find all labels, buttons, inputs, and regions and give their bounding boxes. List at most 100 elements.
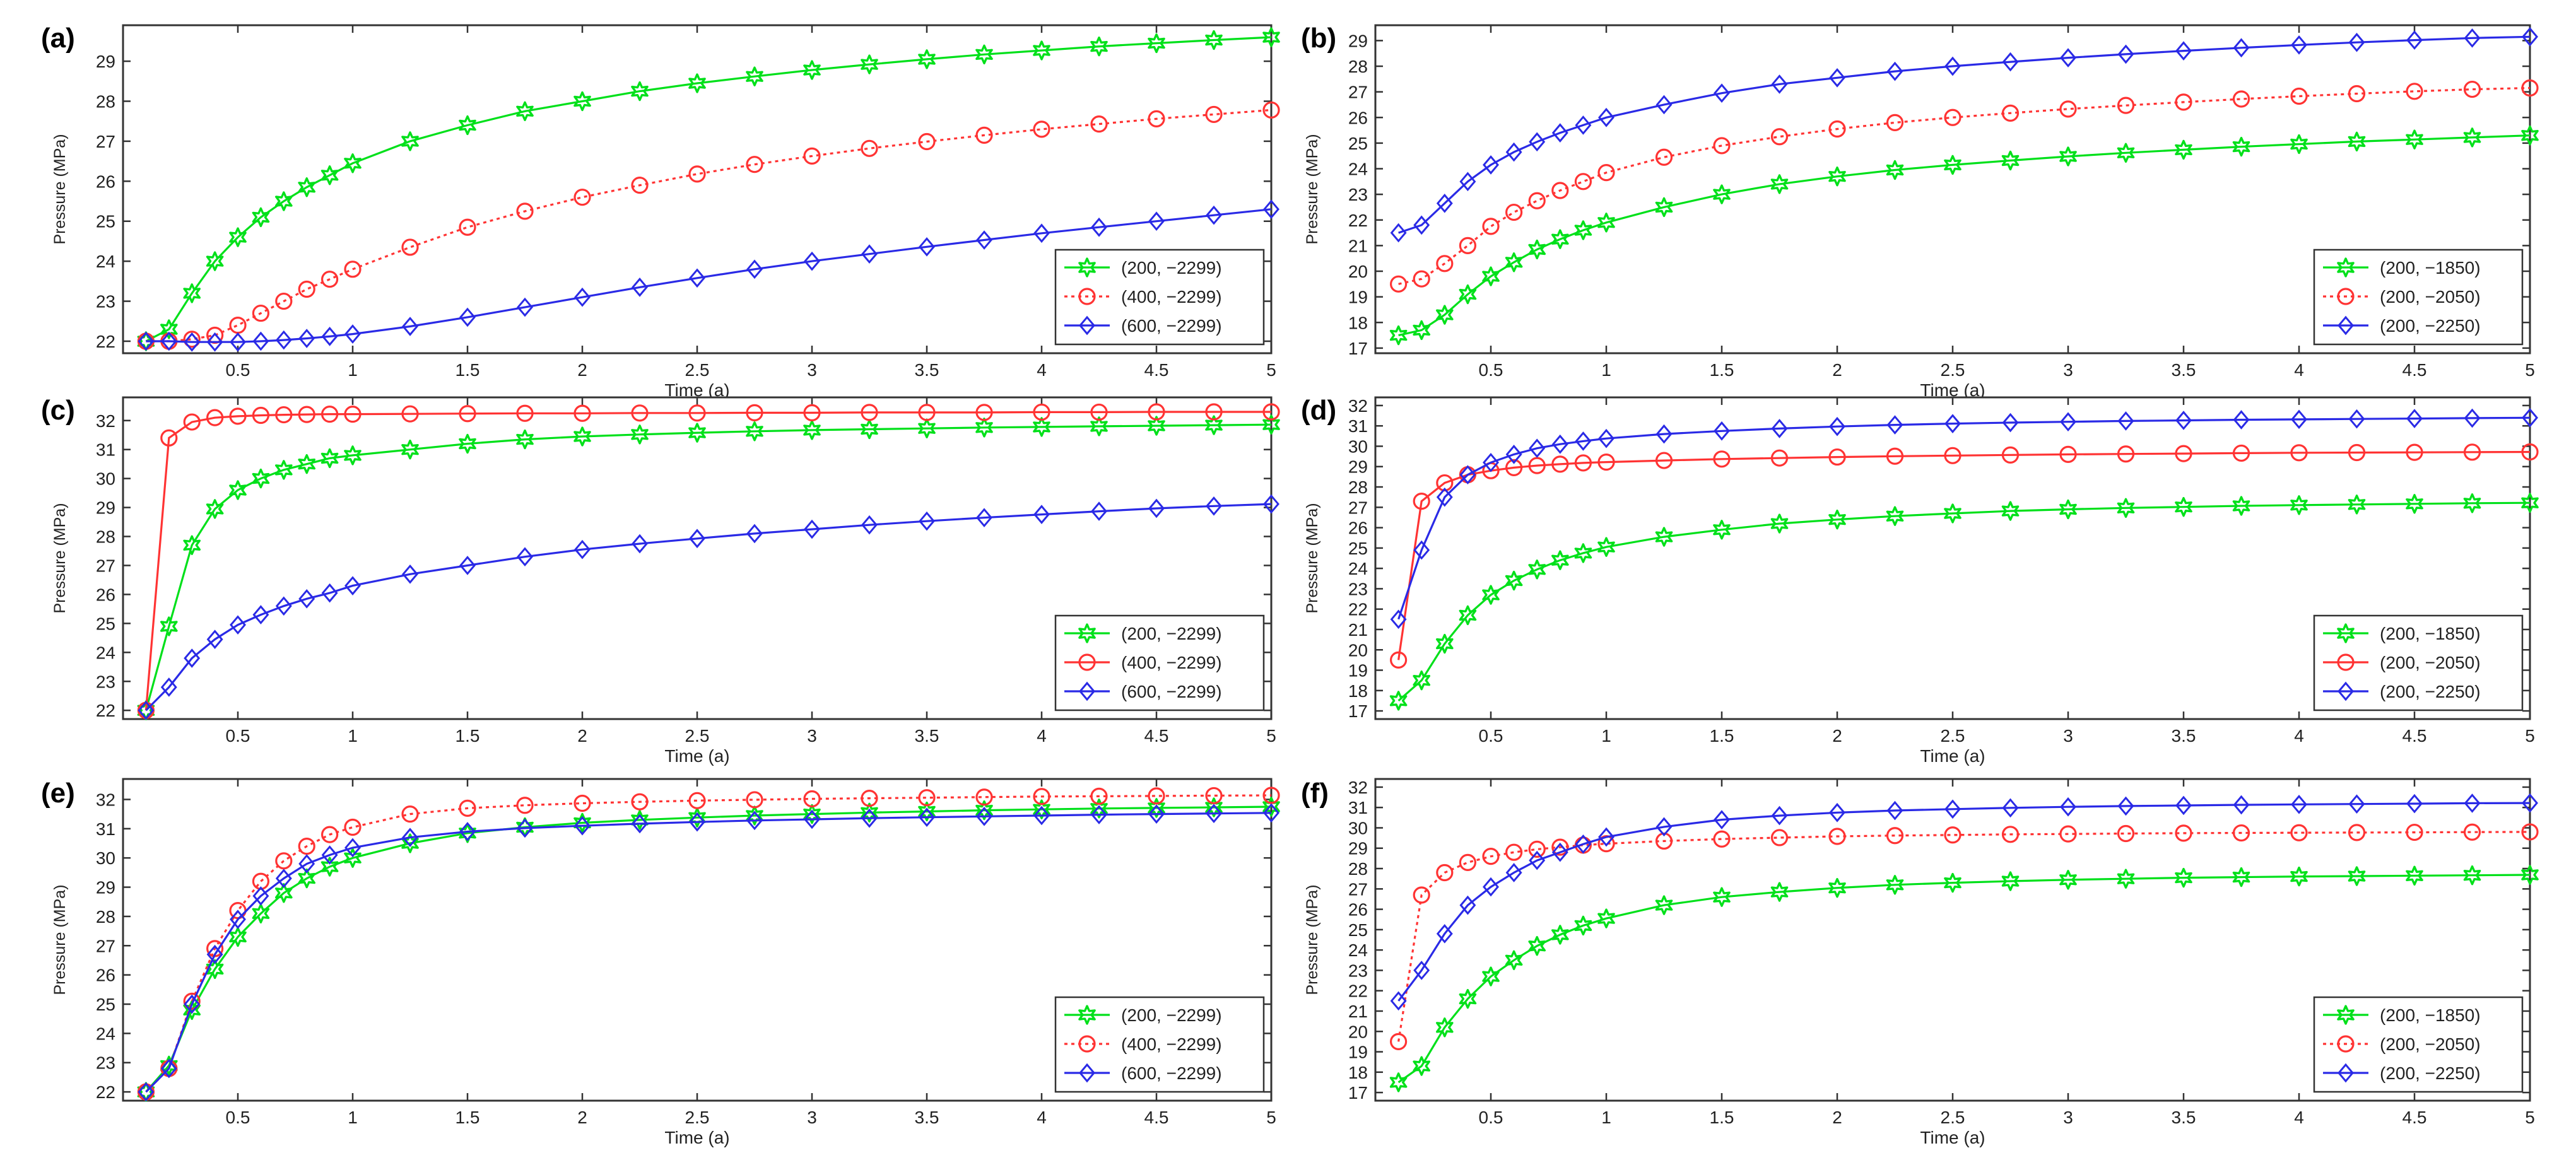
data-point xyxy=(688,404,706,422)
data-point xyxy=(2464,793,2481,813)
data-point xyxy=(459,307,476,327)
y-tick-label: 24 xyxy=(1348,160,1368,179)
legend-marker xyxy=(1078,1005,1096,1025)
data-point xyxy=(459,218,476,236)
data-point xyxy=(2175,93,2192,111)
data-point xyxy=(1886,61,1903,81)
data-point xyxy=(275,191,293,211)
series-line xyxy=(146,108,1272,342)
series-line xyxy=(1397,416,2531,620)
data-point xyxy=(344,576,361,595)
data-point xyxy=(160,319,178,339)
data-point xyxy=(1574,915,1592,936)
legend-marker xyxy=(2338,681,2354,701)
data-point xyxy=(861,515,878,535)
data-point xyxy=(2348,131,2366,152)
data-point xyxy=(2348,443,2366,462)
data-point xyxy=(321,845,338,865)
data-point xyxy=(803,420,821,440)
data-point xyxy=(1091,805,1107,824)
data-point xyxy=(975,126,993,144)
data-point xyxy=(206,629,223,649)
data-point xyxy=(344,848,362,868)
panel-label: (c) xyxy=(41,395,75,426)
data-point xyxy=(298,280,315,298)
data-point xyxy=(1598,428,1614,448)
data-point xyxy=(206,959,224,980)
y-tick-label: 23 xyxy=(96,672,115,691)
data-point xyxy=(1714,421,1730,441)
data-point xyxy=(160,331,177,351)
data-point xyxy=(1713,450,1731,468)
y-tick-label: 30 xyxy=(96,469,115,489)
data-point xyxy=(1505,570,1523,591)
data-point xyxy=(2232,136,2250,157)
data-point xyxy=(1390,651,1408,669)
y-tick-label: 21 xyxy=(1348,236,1368,255)
x-tick-label: 2 xyxy=(1832,360,1842,380)
data-point xyxy=(230,615,246,635)
legend-marker xyxy=(1078,653,1096,671)
data-point xyxy=(459,433,476,454)
data-point xyxy=(229,227,247,247)
y-tick-label: 27 xyxy=(1348,879,1368,899)
data-point xyxy=(1389,691,1408,711)
data-point xyxy=(2059,146,2077,167)
data-point xyxy=(803,790,821,808)
data-point xyxy=(1435,1017,1454,1038)
y-axis-label: Pressure (MPa) xyxy=(1303,884,1321,995)
legend-entry: (200, −2250) xyxy=(2380,682,2481,701)
data-point xyxy=(688,165,706,183)
chart-panel: (a)0.5 1 1.5 2 2.5 3 3.5 4 4.5 52223242526272829T… xyxy=(41,23,1280,400)
x-tick-label: 5 xyxy=(1266,360,1276,380)
data-point xyxy=(402,564,418,584)
y-tick-label: 29 xyxy=(1348,457,1368,477)
legend: (200, −1850) (200, −2050) (200, −2250) xyxy=(2313,249,2524,346)
data-point xyxy=(1090,36,1108,57)
legend-entry: (200, −2050) xyxy=(2380,287,2481,307)
data-point xyxy=(1505,252,1523,272)
data-point xyxy=(803,60,821,80)
y-tick-label: 32 xyxy=(1348,396,1368,416)
data-point xyxy=(1413,320,1431,341)
data-point xyxy=(1413,1056,1431,1076)
data-point xyxy=(1033,799,1050,819)
data-point xyxy=(298,406,315,423)
data-point xyxy=(1944,872,1961,893)
y-tick-label: 28 xyxy=(1348,477,1368,497)
data-point xyxy=(402,828,418,848)
data-point xyxy=(2521,823,2539,841)
data-point xyxy=(321,583,338,603)
data-point xyxy=(1148,798,1165,818)
data-point xyxy=(2406,83,2423,100)
data-point xyxy=(1459,465,1476,484)
data-point xyxy=(632,278,648,297)
data-point xyxy=(1529,850,1546,870)
data-point xyxy=(2521,79,2539,97)
data-point xyxy=(1551,842,1568,862)
y-tick-label: 27 xyxy=(1348,83,1368,102)
x-tick-label: 0.5 xyxy=(1479,726,1503,746)
data-point xyxy=(252,468,270,489)
data-point xyxy=(459,556,476,575)
y-tick-label: 29 xyxy=(96,878,115,898)
data-point xyxy=(688,792,706,809)
legend-marker xyxy=(1079,1063,1095,1083)
data-point xyxy=(1944,108,1961,126)
data-point xyxy=(1828,167,1846,187)
data-point xyxy=(516,202,534,220)
y-tick-label: 24 xyxy=(1348,940,1368,960)
x-tick-label: 3.5 xyxy=(2172,1108,2196,1127)
data-point xyxy=(2464,408,2481,428)
data-point xyxy=(1090,115,1108,133)
x-tick-label: 2 xyxy=(1832,726,1842,746)
x-tick-label: 4.5 xyxy=(1144,360,1169,380)
y-axis-label: Pressure (MPa) xyxy=(51,884,69,995)
data-point xyxy=(298,854,315,874)
data-point xyxy=(1505,142,1522,162)
data-point xyxy=(1483,877,1499,897)
legend-marker xyxy=(1078,1035,1096,1053)
data-point xyxy=(160,1058,177,1079)
data-point xyxy=(1459,605,1477,626)
data-point xyxy=(2060,412,2076,432)
